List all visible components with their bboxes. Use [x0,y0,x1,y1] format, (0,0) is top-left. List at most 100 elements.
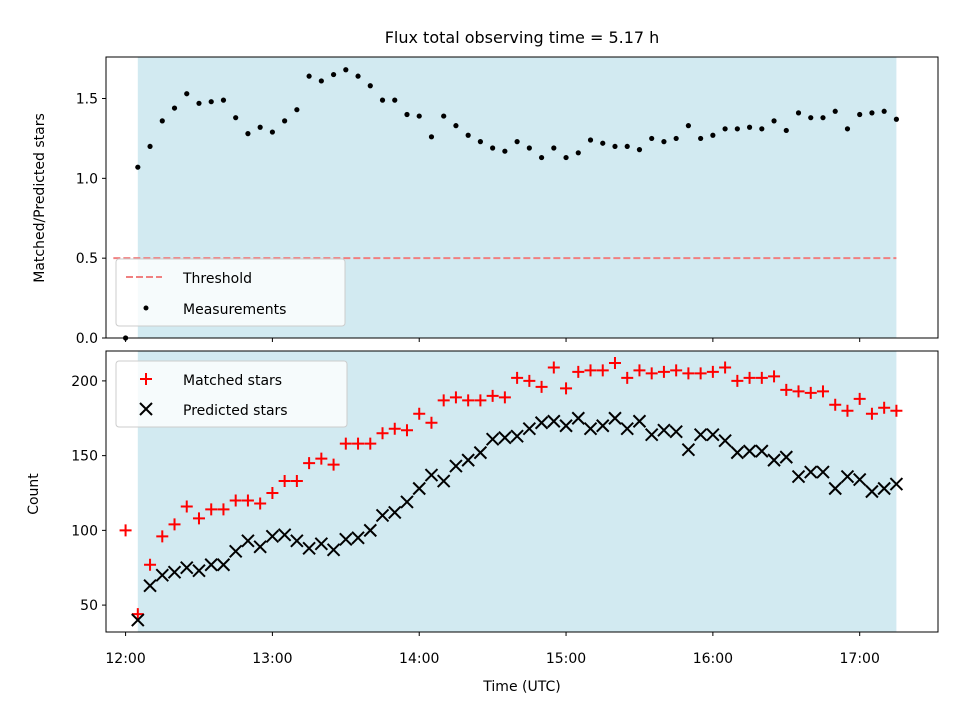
measurement-point [257,124,263,130]
matched-star-point [205,503,218,516]
matched-star-point [694,367,707,380]
measurement-point [184,91,190,97]
matched-star-point [682,367,695,380]
measurement-point [135,164,141,170]
matched-star-point [731,374,744,387]
measurement-point [685,123,692,129]
predicted-star-point [241,534,255,548]
predicted-star-point [816,465,830,479]
measurement-point [392,97,398,103]
measurement-point [587,137,594,143]
matched-star-point [670,364,683,377]
legend-predicted-label: Predicted stars [183,403,288,419]
measurement-point [441,113,447,119]
measurement-point [404,111,410,118]
measurement-point [171,105,178,111]
predicted-star-point [804,465,818,479]
measurement-point [318,78,324,84]
measurement-point [147,143,153,150]
measurement-point [575,150,581,156]
matched-star-point [192,512,205,525]
bottom-xtick-label: 12:00 [105,651,145,667]
matched-star-point [266,486,279,499]
matched-star-point [706,365,719,378]
measurement-point [551,145,557,151]
matched-star-point [303,457,316,470]
measurement-point [502,148,508,154]
predicted-star-point [449,459,463,473]
matched-star-point [780,383,793,396]
matched-star-point [755,371,768,384]
matched-star-point [462,394,475,407]
predicted-star-point [265,529,280,544]
matched-star-point [315,452,328,465]
measurement-point [428,134,435,140]
matched-star-point [241,494,254,507]
measurement-point [771,118,777,124]
bottom-axis-ticks: 50 100 150 200 12:00 13:00 14:00 15:00 16:00 17:0… [71,374,880,667]
predicted-star-point [779,450,793,464]
measurement-point [416,113,422,119]
predicted-star-point [314,537,329,551]
predicted-star-point [865,484,879,499]
measurement-point [294,107,300,113]
measurement-point [844,126,851,132]
matched-star-point [829,398,842,411]
matched-star-point [119,524,132,537]
predicted-star-point [180,561,194,575]
measurement-point [490,145,496,151]
predicted-star-point [852,472,867,487]
chart-title: Flux total observing time = 5.17 h [385,28,660,47]
legend-measurements-swatch [143,305,149,311]
matched-star-point [156,530,169,543]
matched-star-point [645,367,658,380]
top-legend: Threshold Measurements [115,258,346,327]
measurement-point [269,129,275,135]
predicted-star-point [253,540,267,554]
measurement-point [367,83,373,89]
measurement-point [453,123,459,129]
measurement-point [612,143,618,150]
predicted-star-point [877,481,891,496]
predicted-star-point [706,427,720,442]
measurement-point [208,99,214,105]
predicted-star-point [718,433,732,448]
predicted-star-point [681,442,696,457]
matched-star-point [376,427,389,440]
matched-star-point [608,356,621,369]
predicted-star-point [571,411,585,425]
predicted-star-point [522,422,537,436]
predicted-star-point [608,411,622,425]
top-plot-frame [105,56,939,339]
bottom-ytick-label: 100 [71,523,98,539]
measurement-point [624,143,630,150]
matched-star-point [425,416,438,429]
measurement-point [330,71,337,78]
matched-star-point [657,365,670,378]
measurement-point [600,140,606,146]
predicted-star-point [889,477,904,491]
measurement-point [893,116,900,122]
matched-star-point [865,407,878,420]
bottom-panel: 50 100 150 200 12:00 13:00 14:00 15:00 16:00 17:0… [26,350,939,695]
matched-star-point [535,380,548,393]
matched-star-point [792,385,805,398]
measurement-point [306,73,312,79]
matched-star-point [388,422,401,435]
matched-star-point [400,424,413,437]
matched-star-point [217,503,230,516]
predicted-star-point [375,508,390,523]
matched-star-point [180,500,193,513]
measurement-point [343,67,349,73]
matched-star-point [719,361,732,374]
predicted-star-point [632,414,647,428]
matched-star-point [878,401,891,414]
matched-star-point [890,404,903,417]
measurement-point [196,100,202,106]
matched-star-point [804,386,817,399]
measurement-point [649,135,655,142]
matched-star-point [474,394,487,407]
matched-star-point [511,371,524,384]
measurement-point [783,127,789,134]
predicted-star-point [363,523,377,538]
